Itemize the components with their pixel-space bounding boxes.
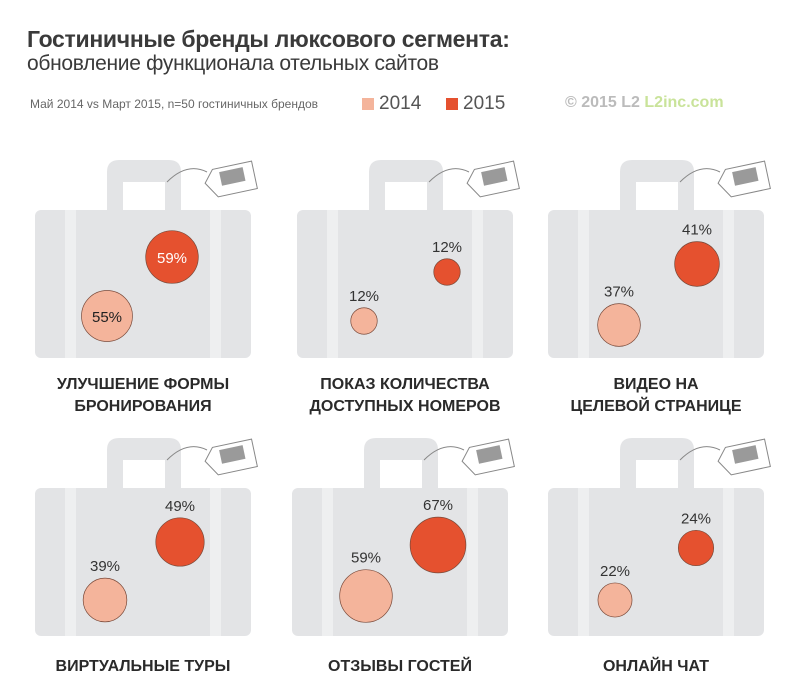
tag-string (428, 168, 470, 183)
bubble-2015 (145, 230, 199, 284)
value-label-2014: 12% (349, 288, 379, 305)
list-icon (219, 167, 246, 186)
value-label-2014: 59% (351, 550, 381, 567)
tag-string (166, 168, 208, 183)
chat-icon (732, 445, 759, 464)
category-label: ВИРТУАЛЬНЫЕ ТУРЫ (55, 658, 231, 675)
suitcase-strap (467, 488, 478, 636)
value-label-2015: 49% (165, 498, 195, 515)
bubble-2014 (339, 569, 393, 623)
category-label: ОТЗЫВЫ ГОСТЕЙ (328, 658, 472, 675)
page-title: Гостиничные бренды люксового сегмента: (27, 26, 510, 52)
suitcase-handle (364, 438, 438, 488)
suitcase-strap (723, 488, 734, 636)
suitcase-strap (327, 210, 338, 358)
value-label-2014: 55% (92, 309, 122, 326)
video-camera-icon (732, 167, 759, 186)
legend-label-2015: 2015 (463, 93, 506, 114)
legend-2015: 2015 (446, 93, 505, 115)
legend-label-2014: 2014 (379, 93, 422, 114)
category-label: ОНЛАЙН ЧАТ (602, 658, 710, 675)
value-label-2014: 37% (604, 284, 634, 301)
category-label: УЛУЧШЕНИЕ ФОРМЫ БРОНИРОВАНИЯ (56, 376, 230, 415)
copyright: © 2015 L2 L2inc.com (565, 94, 724, 112)
bubble-2014 (82, 577, 128, 623)
suitcase-strap (723, 210, 734, 358)
bubble-2015 (674, 241, 720, 287)
tag-string (423, 446, 465, 461)
suitcase-strap (65, 488, 76, 636)
suitcase-strap (578, 210, 589, 358)
stars-icon (476, 445, 503, 464)
value-label-2014: 39% (90, 558, 120, 575)
calendar-icon (481, 167, 508, 186)
tag-string (679, 168, 721, 183)
value-label-2015: 41% (682, 222, 712, 239)
suitcase-strap (65, 210, 76, 358)
value-label-2015: 59% (157, 250, 187, 267)
bubble-2015 (433, 258, 461, 286)
value-label-2015: 12% (432, 239, 462, 256)
legend-swatch-2014 (362, 98, 374, 110)
suitcase-strap (210, 210, 221, 358)
suitcase-strap (210, 488, 221, 636)
suitcase-strap (322, 488, 333, 636)
bubble-2014 (350, 307, 378, 335)
bubble-2014 (81, 290, 133, 342)
rotate-icon (219, 445, 246, 464)
category-label: ВИДЕО НА ЦЕЛЕВОЙ СТРАНИЦЕ (570, 376, 742, 415)
suitcase-strap (578, 488, 589, 636)
suitcase-handle (620, 438, 694, 488)
tag-string (679, 446, 721, 461)
page-subtitle: обновление функционала отельных сайтов (27, 52, 439, 75)
copyright-text: © 2015 L2 (565, 94, 640, 111)
suitcase-handle (620, 160, 694, 210)
sample-note: Май 2014 vs Март 2015, n=50 гостиничных … (30, 97, 319, 111)
tag-string (166, 446, 208, 461)
value-label-2014: 22% (600, 563, 630, 580)
suitcase-handle (369, 160, 443, 210)
value-label-2015: 24% (681, 510, 711, 527)
suitcase-handle (107, 160, 181, 210)
legend-swatch-2015 (446, 98, 458, 110)
bubble-2015 (677, 529, 715, 567)
bubble-2015 (409, 516, 467, 574)
suitcase-strap (472, 210, 483, 358)
category-label: ПОКАЗ КОЛИЧЕСТВА ДОСТУПНЫХ НОМЕРОВ (309, 376, 501, 415)
site-link[interactable]: L2inc.com (644, 94, 724, 111)
bubble-2014 (597, 303, 641, 347)
bubble-2015 (155, 517, 205, 567)
bubble-2014 (597, 582, 633, 618)
legend-2014: 2014 (362, 93, 421, 115)
value-label-2015: 67% (423, 497, 453, 514)
suitcase-handle (107, 438, 181, 488)
